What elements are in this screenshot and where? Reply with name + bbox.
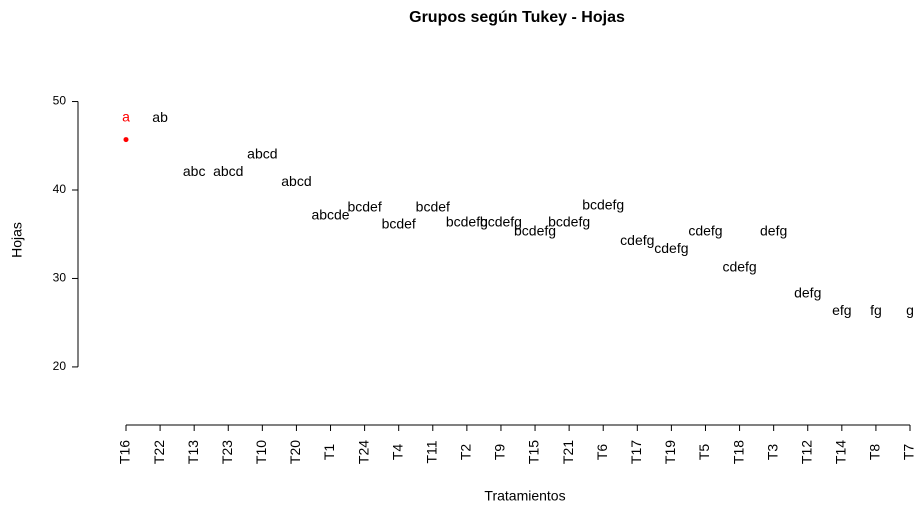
group-label: bcdef: [416, 199, 450, 215]
group-label: fg: [870, 302, 882, 318]
x-tick-label: T5: [696, 444, 712, 461]
point: [805, 313, 811, 319]
group-label: abcd: [281, 173, 311, 189]
point: [668, 268, 674, 274]
point: [600, 225, 606, 231]
group-label: defg: [760, 222, 787, 238]
group-label: abc: [183, 163, 206, 179]
point: [737, 287, 743, 293]
point: [123, 137, 129, 143]
x-tick-label: T15: [526, 440, 542, 464]
x-tick-label: T7: [901, 444, 917, 461]
point: [157, 137, 163, 143]
x-tick-label: T11: [423, 440, 439, 463]
point: [907, 330, 913, 336]
group-label: bcdefg: [446, 214, 488, 230]
point: [634, 260, 640, 266]
x-tick-label: T12: [798, 440, 814, 464]
point: [464, 242, 470, 248]
x-tick-label: T2: [458, 444, 474, 461]
x-tick-label: T18: [730, 440, 746, 464]
y-tick-label: 40: [53, 182, 67, 196]
x-tick-label: T20: [287, 440, 303, 464]
group-label: defg: [794, 284, 821, 300]
x-tick-label: T9: [492, 444, 508, 461]
point: [191, 191, 197, 197]
group-label: cdefg: [688, 222, 722, 238]
x-tick-label: T23: [219, 440, 235, 464]
x-tick-label: T21: [560, 440, 576, 464]
point: [362, 227, 368, 233]
point: [430, 227, 436, 233]
point: [328, 235, 334, 241]
x-tick-label: T24: [355, 440, 371, 464]
group-label: bcdef: [347, 199, 381, 215]
x-tick-label: T4: [389, 444, 405, 461]
group-label: bcdefg: [582, 197, 624, 213]
point: [771, 251, 777, 257]
x-tick-label: T22: [151, 440, 167, 464]
point: [873, 330, 879, 336]
point: [498, 242, 504, 248]
x-tick-label: T10: [253, 440, 269, 464]
x-tick-label: T19: [662, 440, 678, 464]
group-label: ab: [152, 109, 168, 125]
group-label: cdefg: [722, 259, 756, 275]
y-tick-label: 50: [53, 94, 67, 108]
group-label: cdefg: [654, 240, 688, 256]
group-label: efg: [832, 302, 851, 318]
group-label: cdefg: [620, 232, 654, 248]
chart-title: Grupos según Tukey - Hojas: [409, 9, 625, 26]
group-label: bcdef: [382, 215, 416, 231]
x-tick-label: T1: [321, 444, 337, 461]
x-tick-label: T17: [628, 440, 644, 464]
x-axis-label: Tratamientos: [484, 488, 565, 504]
point: [839, 330, 845, 336]
y-tick-label: 20: [53, 359, 67, 373]
point: [259, 174, 265, 180]
group-label: abcd: [213, 163, 243, 179]
x-tick-label: T8: [867, 444, 883, 461]
y-axis-label: Hojas: [9, 222, 25, 258]
group-label: abcde: [311, 206, 349, 222]
x-tick-label: T6: [594, 444, 610, 461]
group-label: bcdefg: [480, 214, 522, 230]
x-tick-label: T13: [185, 440, 201, 464]
point: [293, 201, 299, 207]
group-label: g: [906, 302, 914, 318]
point: [702, 251, 708, 257]
group-label: bcdefg: [548, 214, 590, 230]
x-tick-label: T14: [833, 440, 849, 464]
x-tick-label: T3: [764, 444, 780, 461]
group-label: abcd: [247, 145, 277, 161]
group-label: bcdefg: [514, 222, 556, 238]
point: [396, 244, 402, 250]
point: [532, 251, 538, 257]
y-tick-label: 30: [53, 271, 67, 285]
point: [566, 242, 572, 248]
group-label: a: [122, 108, 130, 124]
x-tick-label: T16: [117, 440, 133, 464]
point: [225, 191, 231, 197]
